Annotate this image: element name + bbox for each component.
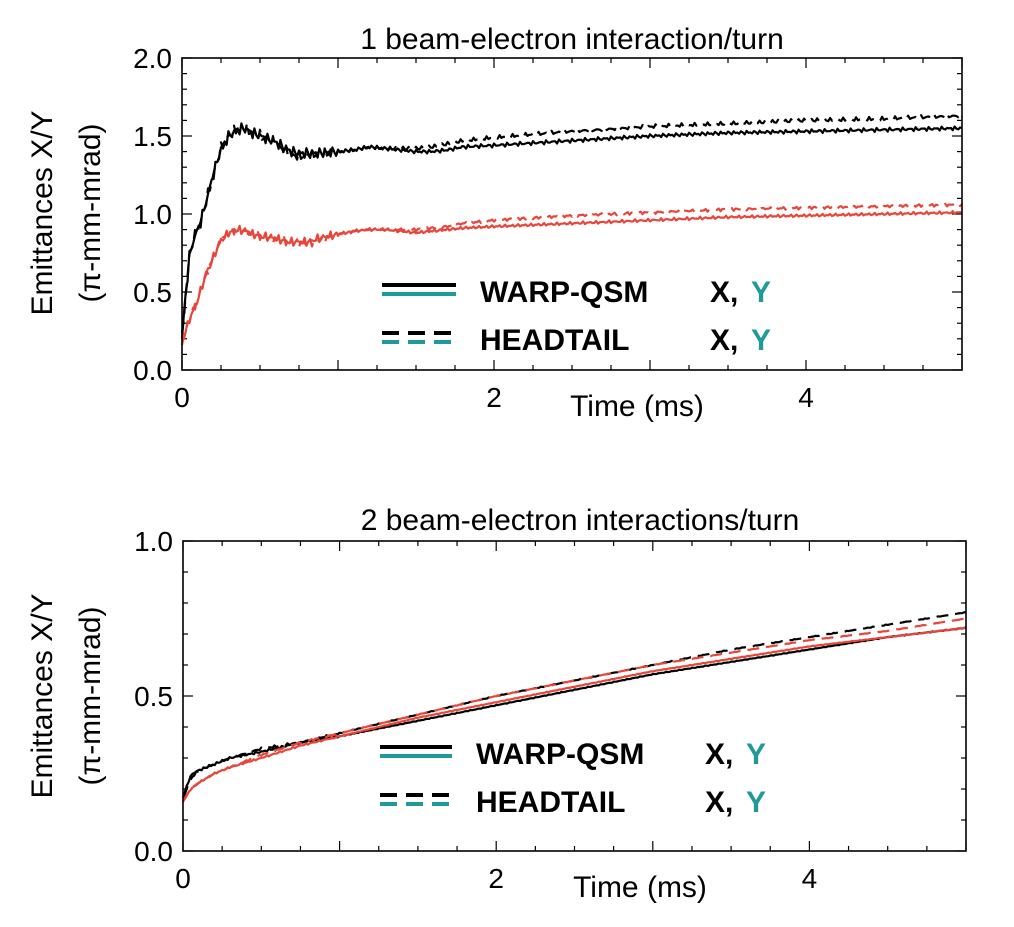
y-tick-label: 2.0 — [133, 43, 172, 74]
y-tick-label: 1.0 — [134, 526, 173, 557]
chart-2-axes: 0 2 4 0.0 0.5 1.0 — [134, 526, 967, 894]
chart-2-legend-warp-y: Y — [746, 738, 766, 771]
chart-2-ylabel-units: (π-mm-mrad) — [74, 607, 107, 786]
chart-1-legend-warp-y: Y — [751, 276, 771, 309]
x-tick-label: 4 — [798, 382, 814, 413]
y-tick-label: 0.5 — [134, 681, 173, 712]
series-line-headtail-y — [182, 617, 967, 803]
chart-2-legend-headtail-y: Y — [746, 786, 766, 819]
chart-2-legend-headtail-x: X, — [705, 786, 733, 819]
y-tick-label: 1.0 — [133, 199, 172, 230]
series-line-headtail-x — [182, 611, 967, 798]
chart-1-legend-headtail-x: X, — [710, 324, 738, 357]
chart-1-ylabel-units: (π-mm-mrad) — [74, 124, 107, 303]
plot-frame — [182, 540, 967, 852]
y-tick-label: 0.0 — [134, 836, 173, 867]
chart-2-legend-solid-swatch — [380, 745, 452, 758]
chart-1-legend-warp-label: WARP-QSM — [480, 276, 648, 309]
series-line-warp-y — [182, 626, 967, 802]
chart-1-xlabel: Time (ms) — [570, 390, 704, 423]
chart-1: 1 beam-electron interaction/turn Emittan… — [26, 23, 963, 423]
chart-1-title: 1 beam-electron interaction/turn — [360, 23, 784, 56]
x-tick-label: 2 — [486, 382, 502, 413]
chart-1-legend-headtail-y: Y — [751, 324, 771, 357]
x-tick-label: 4 — [802, 863, 818, 894]
chart-1-legend: WARP-QSM X, Y HEADTAIL X, Y — [382, 276, 771, 357]
chart-2-frame — [182, 540, 967, 852]
chart-2-ylabel: Emittances X/Y — [26, 593, 59, 798]
series-line-warp-x — [181, 626, 967, 799]
chart-2-xlabel: Time (ms) — [573, 871, 707, 904]
chart-1-legend-warp-x: X, — [710, 276, 738, 309]
chart-2-legend-headtail-label: HEADTAIL — [476, 786, 625, 819]
chart-1-ylabel: Emittances X/Y — [26, 110, 59, 315]
y-tick-label: 1.5 — [133, 121, 172, 152]
y-tick-label: 0.5 — [133, 277, 172, 308]
series-line-headtail-y — [180, 202, 963, 346]
y-tick-label: 0.0 — [133, 355, 172, 386]
chart-1-legend-dashed-swatch — [382, 331, 456, 344]
chart-1-legend-headtail-label: HEADTAIL — [480, 324, 629, 357]
chart-2: 2 beam-electron interactions/turn Emitta… — [26, 504, 967, 904]
series-line-warp-x — [180, 122, 963, 339]
x-tick-label: 0 — [174, 382, 190, 413]
chart-2-legend-warp-label: WARP-QSM — [476, 738, 644, 771]
chart-1-frame — [181, 57, 963, 371]
chart-2-title: 2 beam-electron interactions/turn — [361, 504, 800, 537]
series-line-warp-y — [181, 210, 963, 341]
chart-1-legend-solid-swatch — [382, 283, 456, 296]
chart-2-legend-dashed-swatch — [380, 793, 452, 806]
x-tick-label: 2 — [488, 863, 504, 894]
chart-2-legend-warp-x: X, — [705, 738, 733, 771]
chart-1-series — [180, 112, 963, 346]
series-line-headtail-x — [180, 112, 963, 333]
chart-1-axes: 0 2 4 0.0 0.5 1.0 1.5 2.0 — [133, 43, 963, 413]
x-tick-label: 0 — [175, 863, 191, 894]
chart-2-legend: WARP-QSM X, Y HEADTAIL X, Y — [380, 738, 766, 819]
plot-frame — [181, 57, 963, 371]
chart-2-series — [181, 611, 967, 803]
